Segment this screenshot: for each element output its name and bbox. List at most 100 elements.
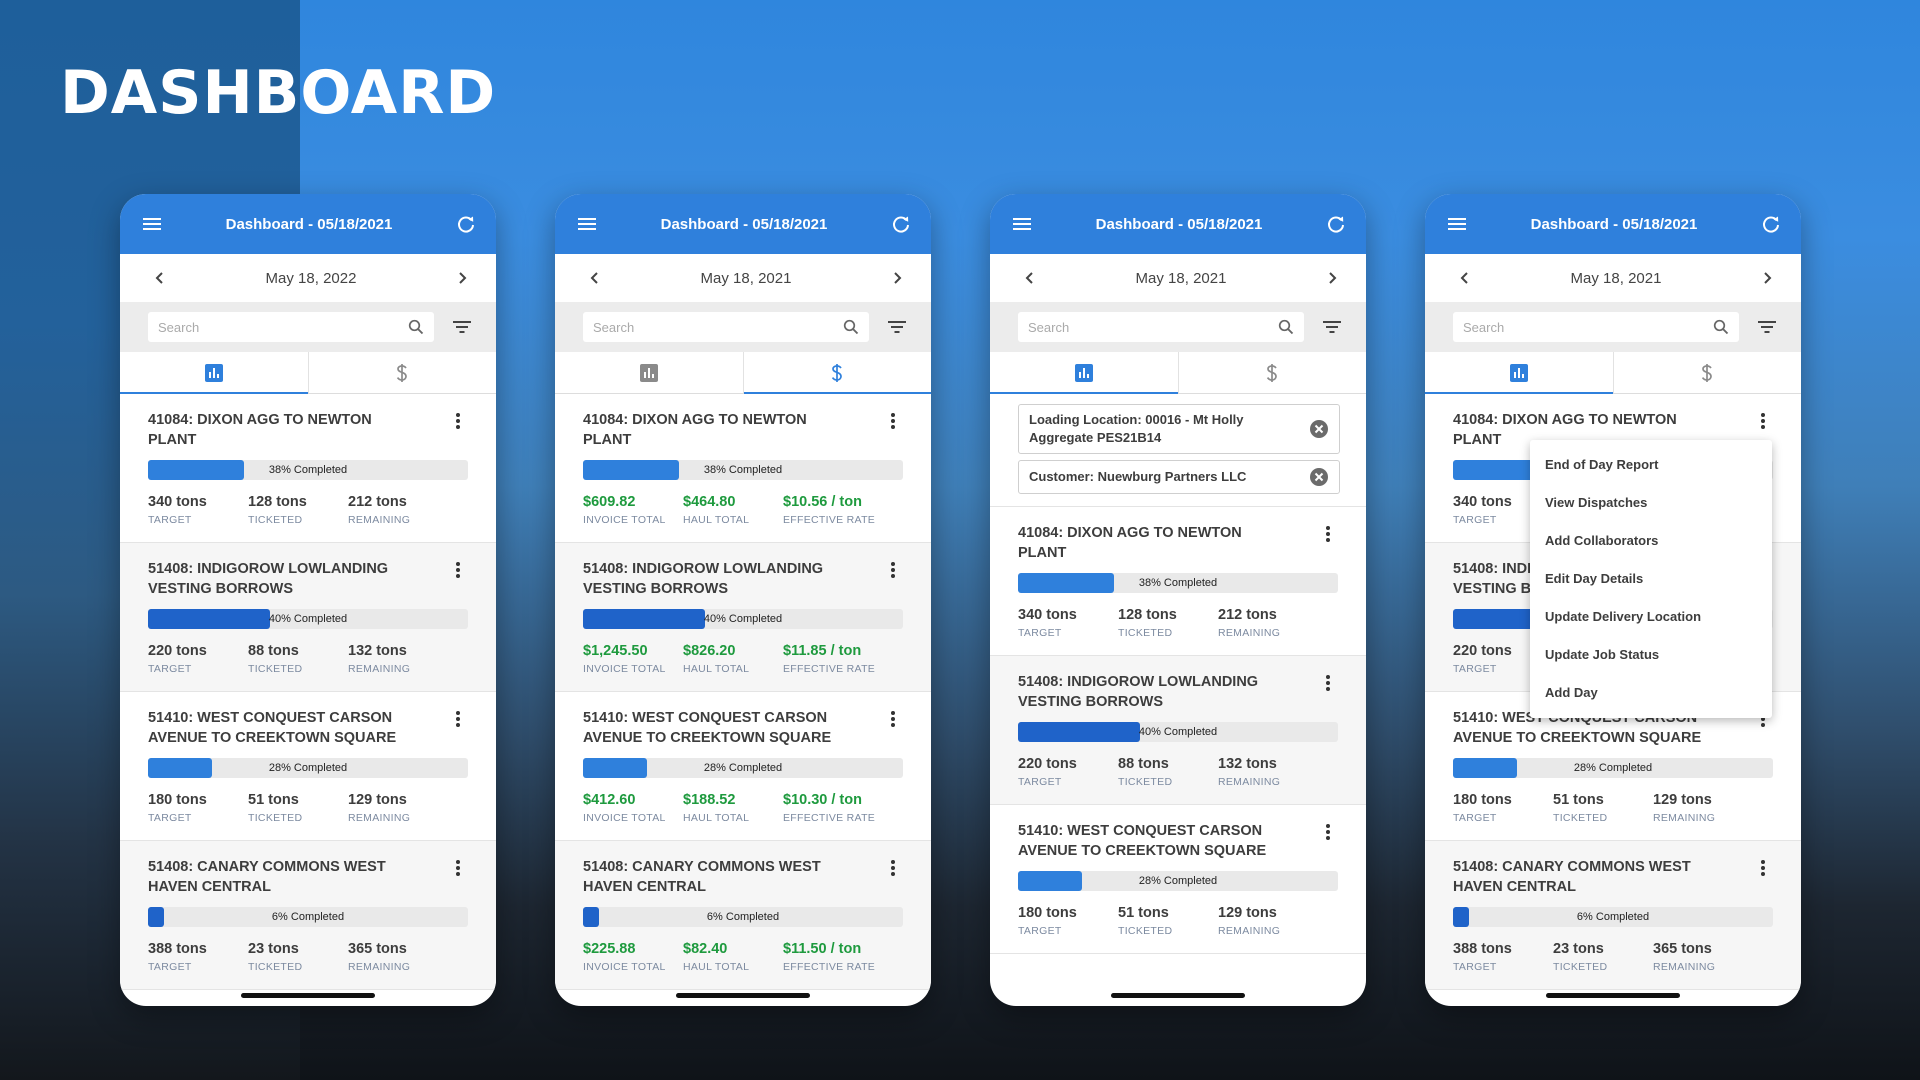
kebab-menu-icon[interactable] — [883, 857, 903, 877]
search-icon[interactable] — [1278, 319, 1294, 335]
filter-icon[interactable] — [887, 319, 907, 335]
stat-label: TICKETED — [248, 812, 303, 824]
chevron-right-icon[interactable] — [1761, 271, 1773, 285]
chevron-left-icon[interactable] — [1024, 271, 1036, 285]
filter-icon[interactable] — [1757, 319, 1777, 335]
filter-icon[interactable] — [452, 319, 472, 335]
kebab-menu-icon[interactable] — [1753, 410, 1773, 430]
kebab-menu-icon[interactable] — [883, 559, 903, 579]
refresh-icon[interactable] — [1761, 214, 1781, 234]
refresh-icon[interactable] — [1326, 214, 1346, 234]
kebab-menu-icon[interactable] — [448, 857, 468, 877]
home-indicator — [1111, 993, 1245, 998]
chevron-right-icon[interactable] — [456, 271, 468, 285]
stat-label: TARGET — [148, 812, 192, 824]
filter-chip: Customer: Nuewburg Partners LLC — [1018, 460, 1340, 494]
tab-financials[interactable] — [1179, 352, 1367, 393]
kebab-menu-icon[interactable] — [1318, 821, 1338, 841]
refresh-icon[interactable] — [891, 214, 911, 234]
tab-financials[interactable] — [1614, 352, 1802, 393]
search-input[interactable] — [1463, 319, 1663, 335]
stat-label: REMAINING — [1218, 627, 1281, 639]
progress-label: 40% Completed — [1138, 726, 1218, 738]
kebab-menu-icon[interactable] — [883, 410, 903, 430]
kebab-menu-icon[interactable] — [1318, 672, 1338, 692]
hamburger-icon[interactable] — [142, 216, 162, 232]
kebab-menu-icon[interactable] — [448, 708, 468, 728]
job-card[interactable]: 51408: INDIGOROW LOWLANDING VESTING BORR… — [120, 543, 496, 692]
menu-item[interactable]: Update Job Status — [1545, 647, 1660, 662]
search-field[interactable] — [148, 312, 434, 342]
kebab-menu-icon[interactable] — [448, 559, 468, 579]
close-circle-icon[interactable] — [1309, 419, 1329, 439]
hamburger-icon[interactable] — [1012, 216, 1032, 232]
close-circle-icon[interactable] — [1309, 467, 1329, 487]
progress-bar: 38% Completed — [583, 460, 903, 480]
chevron-right-icon[interactable] — [891, 271, 903, 285]
menu-item[interactable]: End of Day Report — [1545, 457, 1659, 472]
hamburger-icon[interactable] — [577, 216, 597, 232]
job-card[interactable]: 41084: DIXON AGG TO NEWTON PLANT 38% Comp… — [555, 394, 931, 543]
app-bar-title: Dashboard - 05/18/2021 — [1095, 215, 1263, 233]
job-card[interactable]: 51408: INDIGOROW LOWLANDING VESTING BORR… — [555, 543, 931, 692]
job-card[interactable]: 51408: CANARY COMMONS WEST HAVEN CENTRAL… — [120, 841, 496, 990]
stat: 129 tons REMAINING — [1218, 905, 1318, 937]
search-input[interactable] — [1028, 319, 1228, 335]
stat-value: 388 tons — [1453, 941, 1512, 957]
progress-bar: 38% Completed — [1018, 573, 1338, 593]
tab-progress[interactable] — [990, 352, 1179, 394]
job-card[interactable]: 41084: DIXON AGG TO NEWTON PLANT 38% Comp… — [990, 507, 1366, 656]
job-card[interactable]: 51410: WEST CONQUEST CARSON AVENUE TO CR… — [990, 805, 1366, 954]
menu-item[interactable]: View Dispatches — [1545, 495, 1648, 510]
job-stats: 220 tons TARGET 88 tons TICKETED 132 tons REM… — [1018, 756, 1338, 804]
menu-item[interactable]: Add Collaborators — [1545, 533, 1659, 548]
hamburger-icon[interactable] — [1447, 216, 1467, 232]
selected-date: May 18, 2021 — [700, 269, 792, 287]
tab-financials[interactable] — [743, 352, 932, 394]
search-input[interactable] — [593, 319, 793, 335]
chevron-left-icon[interactable] — [154, 271, 166, 285]
tab-progress[interactable] — [1425, 352, 1614, 394]
job-card[interactable]: 51408: CANARY COMMONS WEST HAVEN CENTRAL… — [1425, 841, 1801, 990]
search-field[interactable] — [1453, 312, 1739, 342]
progress-bar: 6% Completed — [1453, 907, 1773, 927]
tab-financials[interactable] — [309, 352, 497, 393]
kebab-menu-icon[interactable] — [883, 708, 903, 728]
chevron-left-icon[interactable] — [589, 271, 601, 285]
kebab-menu-icon[interactable] — [448, 410, 468, 430]
progress-fill — [583, 907, 599, 927]
search-icon[interactable] — [843, 319, 859, 335]
job-card[interactable]: 51408: CANARY COMMONS WEST HAVEN CENTRAL… — [555, 841, 931, 990]
search-field[interactable] — [1018, 312, 1304, 342]
tab-progress[interactable] — [555, 352, 744, 393]
kebab-menu-icon[interactable] — [1753, 857, 1773, 877]
search-input[interactable] — [158, 319, 358, 335]
job-card[interactable]: 51410: WEST CONQUEST CARSON AVENUE TO CR… — [120, 692, 496, 841]
chevron-right-icon[interactable] — [1326, 271, 1338, 285]
job-card[interactable]: 51408: INDIGOROW LOWLANDING VESTING BORR… — [990, 656, 1366, 805]
progress-fill — [583, 609, 705, 629]
active-filters: Loading Location: 00016 - Mt Holly Aggre… — [990, 394, 1366, 507]
search-icon[interactable] — [408, 319, 424, 335]
stat: $1,245.50 INVOICE TOTAL — [583, 643, 683, 675]
menu-item[interactable]: Update Delivery Location — [1545, 609, 1702, 624]
stat-label: TARGET — [1018, 776, 1062, 788]
chevron-left-icon[interactable] — [1459, 271, 1471, 285]
job-card[interactable]: 51410: WEST CONQUEST CARSON AVENUE TO CR… — [555, 692, 931, 841]
tab-progress[interactable] — [120, 352, 309, 394]
menu-item[interactable]: Edit Day Details — [1545, 571, 1644, 586]
refresh-icon[interactable] — [456, 214, 476, 234]
card-context-menu: End of Day Report View Dispatches Add Coll… — [1530, 440, 1772, 718]
kebab-menu-icon[interactable] — [1318, 523, 1338, 543]
menu-item[interactable]: Add Day — [1545, 685, 1598, 700]
search-icon[interactable] — [1713, 319, 1729, 335]
stat-label: TARGET — [148, 663, 192, 675]
selected-date: May 18, 2022 — [265, 269, 357, 287]
filter-icon[interactable] — [1322, 319, 1342, 335]
stat-label: INVOICE TOTAL — [583, 663, 666, 675]
job-stats: $609.82 INVOICE TOTAL $464.80 HAUL TOTAL $10… — [583, 494, 903, 542]
job-card[interactable]: 41084: DIXON AGG TO NEWTON PLANT 38% Comp… — [120, 394, 496, 543]
search-field[interactable] — [583, 312, 869, 342]
progress-bar: 28% Completed — [148, 758, 468, 778]
stat: $82.40 HAUL TOTAL — [683, 941, 783, 973]
